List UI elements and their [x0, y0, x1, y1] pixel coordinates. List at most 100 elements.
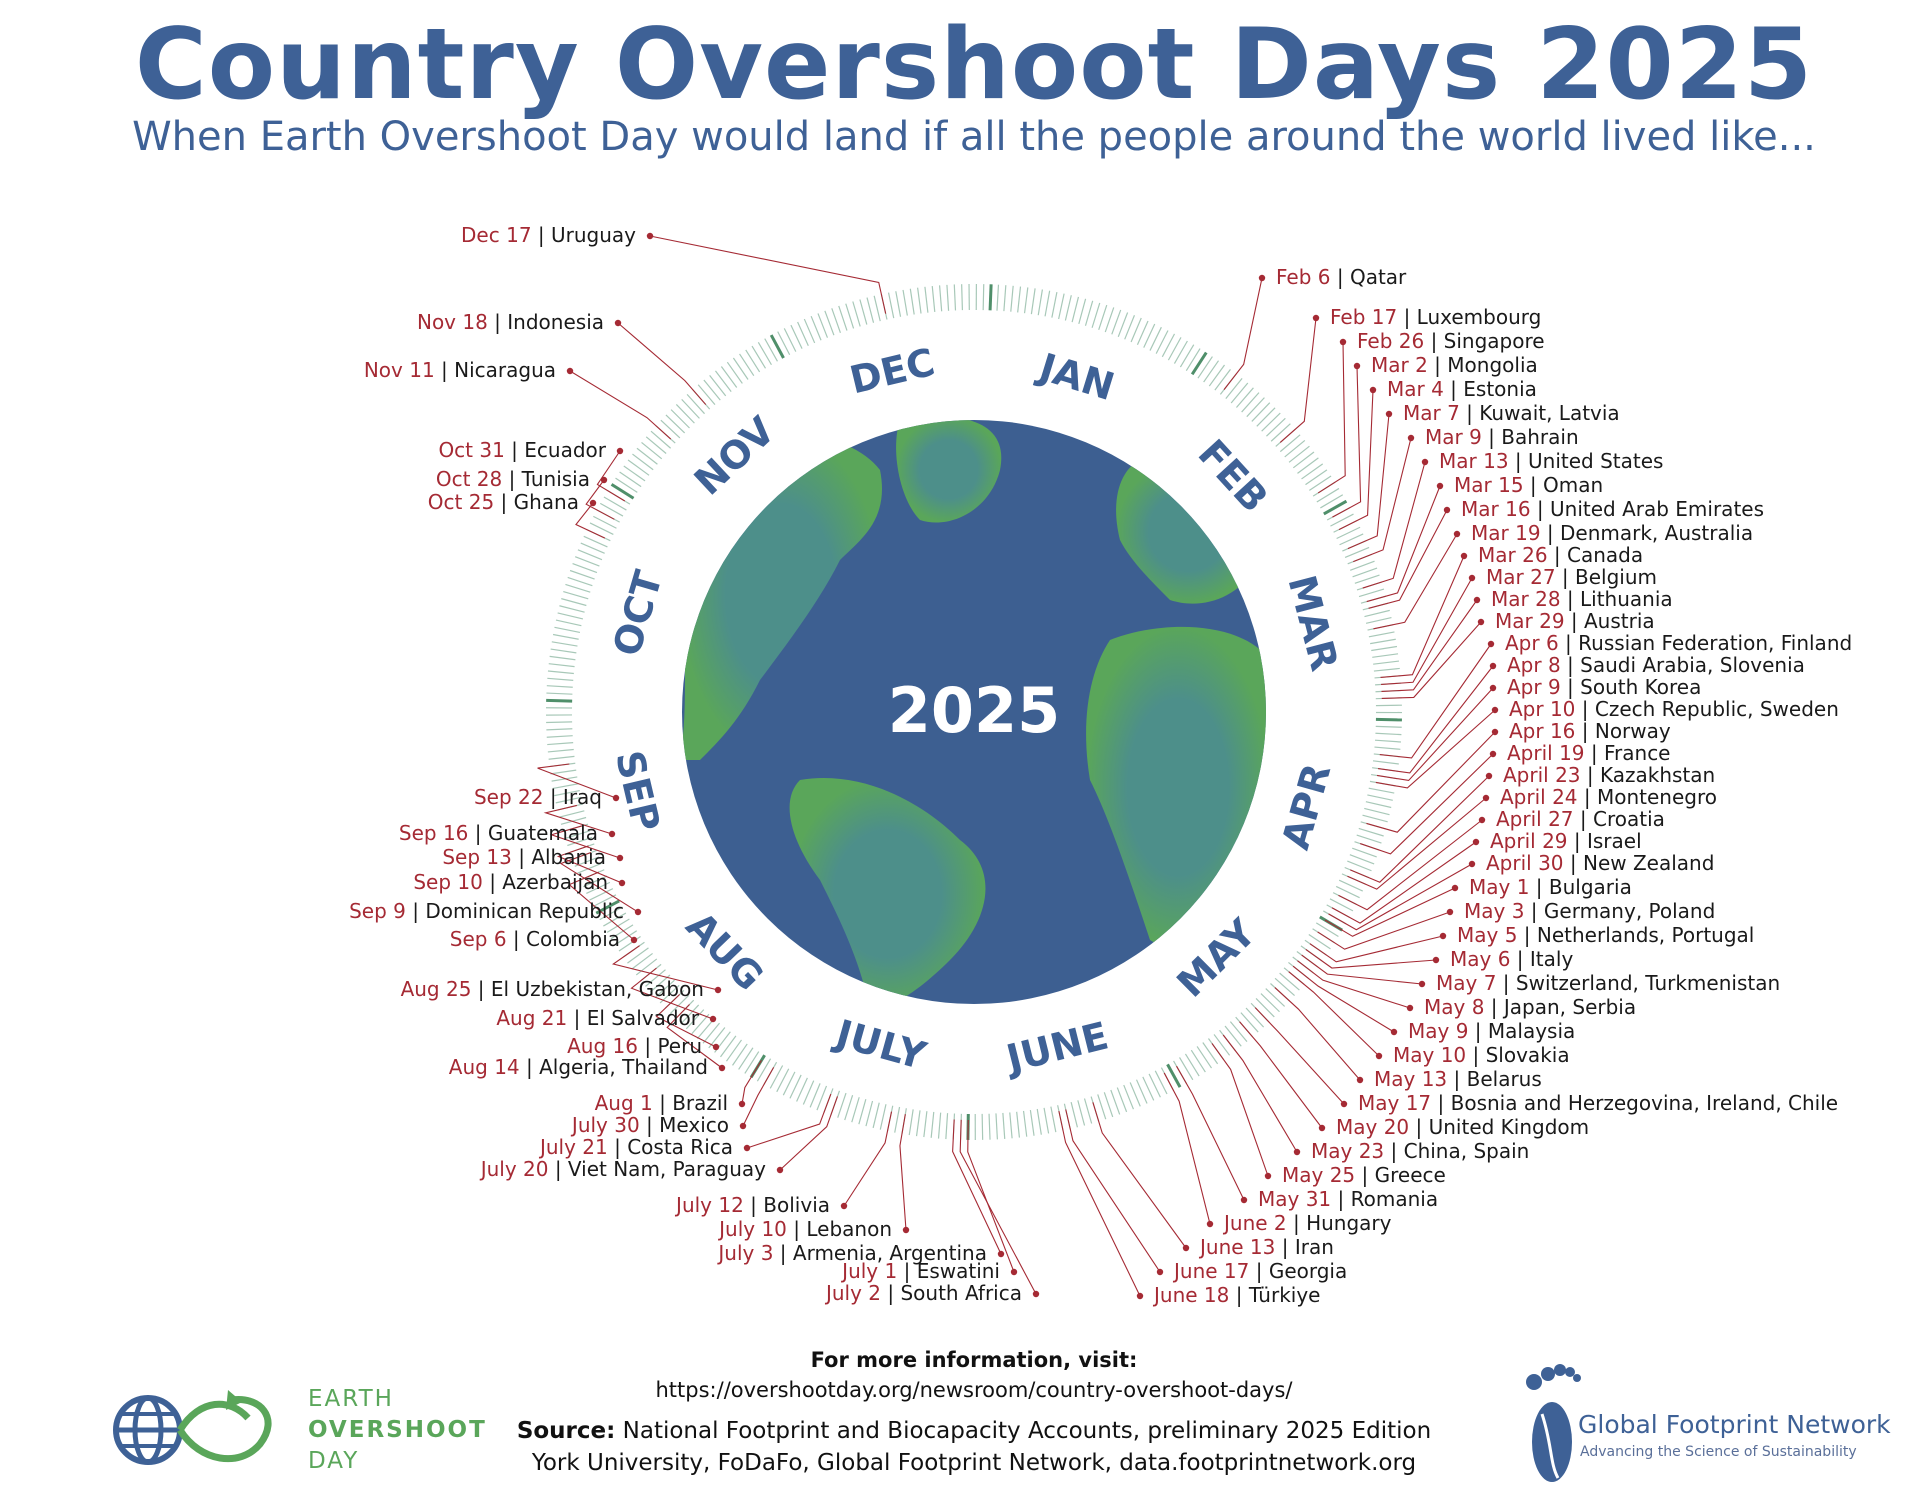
overshoot-date: Mar 29: [1495, 609, 1565, 633]
day-tick: [866, 297, 875, 323]
day-tick: [938, 285, 943, 312]
overshoot-date: June 18: [1152, 1283, 1229, 1307]
overshoot-date: May 13: [1374, 1067, 1447, 1091]
more-info-url[interactable]: https://overshootday.org/newsroom/countr…: [655, 1378, 1293, 1402]
leader-line: [1305, 948, 1437, 969]
leader-dot: [1356, 1076, 1364, 1084]
day-tick: [1364, 807, 1390, 816]
overshoot-date: Mar 4: [1387, 377, 1444, 401]
day-tick: [1044, 290, 1051, 317]
leader-dot: [1489, 684, 1497, 692]
day-tick: [577, 862, 602, 874]
day-tick: [732, 1043, 748, 1066]
day-tick: [680, 1004, 700, 1025]
day-tick: [550, 648, 577, 654]
day-tick: [1352, 847, 1377, 858]
leader-line: [779, 1096, 838, 1171]
day-tick: [654, 979, 675, 998]
day-tick: [720, 366, 738, 388]
country-label: Aug 16 | Peru: [567, 1034, 702, 1058]
day-tick: [1358, 588, 1385, 598]
country-names: South Africa: [900, 1281, 1022, 1305]
leader-line: [843, 1111, 893, 1207]
day-tick: [738, 1047, 754, 1070]
country-names: Greece: [1375, 1163, 1446, 1187]
leader-line: [1373, 533, 1458, 630]
overshoot-date: May 8: [1424, 995, 1484, 1019]
day-tick: [559, 605, 585, 613]
country-label: May 3 | Germany, Poland: [1464, 899, 1715, 923]
country-names: Romania: [1351, 1187, 1438, 1211]
country-names: Oman: [1543, 473, 1603, 497]
leader-dot: [1436, 482, 1444, 490]
overshoot-date: Feb 26: [1357, 329, 1424, 353]
day-tick: [603, 912, 627, 927]
day-tick: [1179, 1057, 1194, 1081]
separator: |: [1575, 719, 1594, 743]
day-tick: [1166, 1063, 1182, 1088]
leader-line: [1297, 960, 1411, 1009]
day-tick: [599, 502, 624, 517]
overshoot-date: Apr 16: [1509, 719, 1575, 743]
day-tick: [817, 313, 829, 338]
leader-line: [1292, 965, 1395, 1033]
day-tick: [995, 1113, 998, 1140]
day-tick: [1362, 814, 1388, 823]
separator: |: [653, 1091, 672, 1115]
day-tick: [1103, 1092, 1114, 1118]
day-tick: [757, 341, 772, 366]
country-label: Mar 7 | Kuwait, Latvia: [1403, 401, 1620, 425]
overshoot-date: July 10: [717, 1217, 787, 1241]
day-tick: [1225, 377, 1243, 400]
country-label: Nov 18 | Indonesia: [417, 310, 604, 334]
day-tick: [714, 370, 732, 392]
country-label: May 10 | Slovakia: [1393, 1043, 1570, 1067]
day-tick: [548, 755, 575, 760]
leader-line: [742, 1067, 775, 1127]
day-tick: [725, 1039, 743, 1062]
day-tick: [1091, 302, 1101, 328]
day-tick: [1344, 546, 1370, 558]
country-label: July 30 | Mexico: [570, 1113, 729, 1137]
day-tick: [1117, 312, 1129, 337]
overshoot-date: Aug 14: [449, 1055, 520, 1079]
leader-dot: [600, 476, 608, 484]
overshoot-date: Feb 6: [1276, 265, 1331, 289]
day-tick: [1246, 397, 1265, 418]
overshoot-date: Oct 28: [436, 467, 502, 491]
country-label: Mar 27 | Belgium: [1486, 565, 1657, 589]
day-tick: [1002, 1112, 1006, 1139]
day-tick: [547, 670, 574, 675]
day-tick: [783, 328, 797, 352]
overshoot-date: Sep 16: [399, 821, 469, 845]
country-label: April 24 | Montenegro: [1500, 785, 1717, 809]
day-tick: [937, 1112, 942, 1139]
day-tick: [1154, 1070, 1168, 1095]
separator: |: [1409, 1115, 1428, 1139]
leader-line: [1338, 819, 1483, 911]
day-tick: [574, 556, 600, 567]
day-tick: [751, 345, 767, 369]
separator: |: [1556, 565, 1575, 589]
leader-dot: [1339, 338, 1347, 346]
leader-line: [543, 804, 613, 835]
leader-dot: [1432, 956, 1440, 964]
day-tick: [838, 305, 848, 331]
leader-line: [666, 1004, 723, 1069]
day-tick: [845, 303, 855, 329]
day-tick: [580, 542, 605, 554]
day-tick: [641, 442, 663, 460]
country-label: Mar 16 | United Arab Emirates: [1461, 497, 1764, 521]
overshoot-date: Sep 9: [349, 899, 406, 923]
center-year: 2025: [888, 674, 1061, 747]
day-tick: [660, 419, 681, 439]
leader-line: [569, 370, 672, 440]
day-tick: [636, 447, 658, 465]
country-label: May 17 | Bosnia and Herzegovina, Ireland…: [1358, 1091, 1838, 1115]
country-label: May 31 | Romania: [1258, 1187, 1438, 1211]
country-names: Iraq: [563, 785, 602, 809]
day-tick: [1213, 1034, 1231, 1056]
day-tick: [1339, 533, 1364, 546]
day-tick: [1010, 285, 1014, 312]
day-tick: [1084, 300, 1094, 326]
